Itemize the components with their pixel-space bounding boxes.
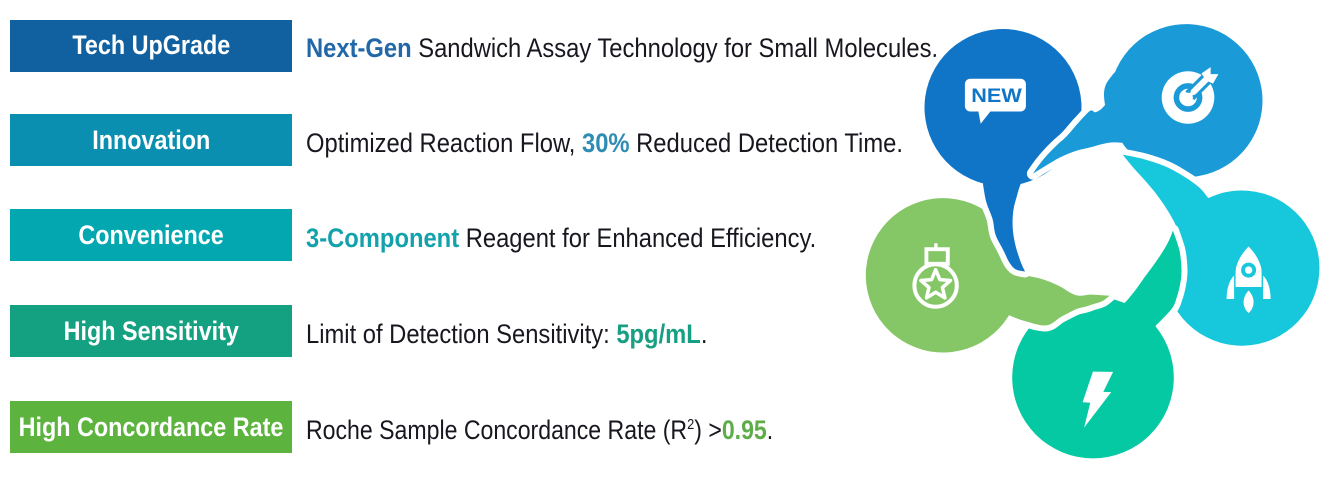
svg-text:NEW: NEW (971, 86, 1022, 107)
